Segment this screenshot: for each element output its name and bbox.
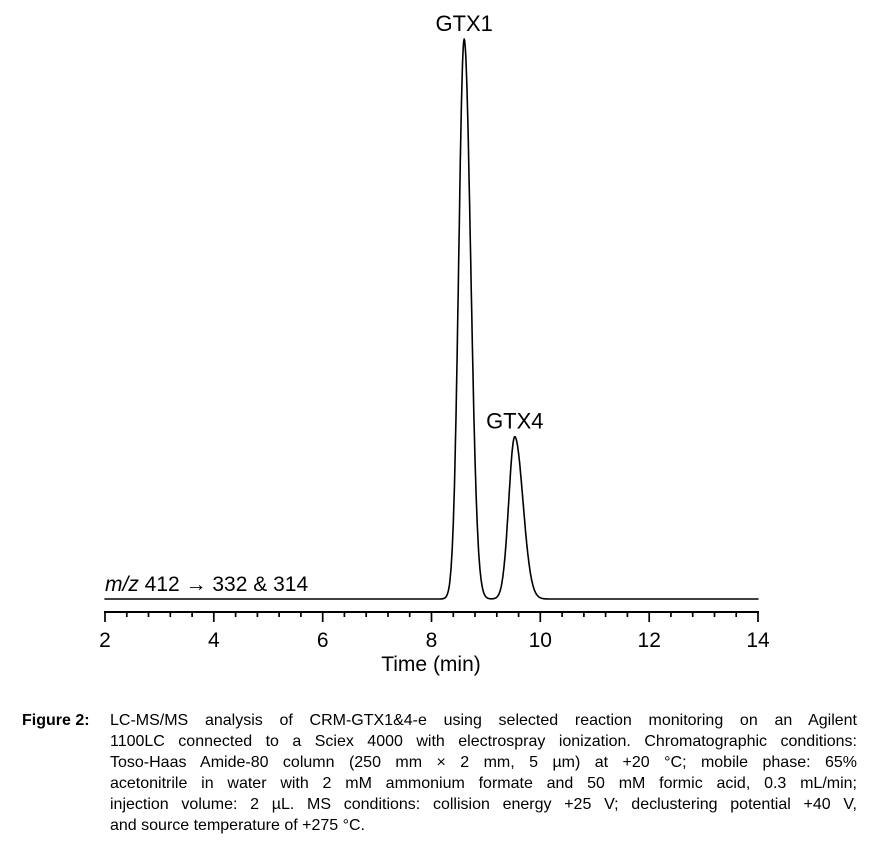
mz-annotation-italic: m/z (105, 573, 139, 596)
caption-line: LC-MS/MS analysis of CRM-GTX1&4-e using … (110, 712, 857, 729)
caption-line: acetonitrile in water with 2 mM ammonium… (110, 775, 857, 792)
figure-caption: Figure 2: LC-MS/MS analysis of CRM-GTX1&… (22, 710, 857, 836)
x-axis-title: Time (min) (381, 653, 481, 676)
peak-label: GTX1 (435, 11, 492, 36)
x-tick-label: 14 (746, 629, 770, 652)
x-tick-label: 4 (208, 629, 220, 652)
mz-annotation-rest: 412 → 332 & 314 (139, 573, 309, 596)
x-tick-label: 12 (638, 629, 661, 652)
caption-line: and source temperature of +275 °C. (110, 817, 365, 834)
caption-line: 1100LC connected to a Sciex 4000 with el… (110, 733, 857, 750)
figure-caption-text: LC-MS/MS analysis of CRM-GTX1&4-e using … (110, 710, 857, 836)
peak-label: GTX4 (486, 409, 543, 434)
caption-line: injection volume: 2 µL. MS conditions: c… (110, 796, 857, 813)
chromatogram-trace (104, 38, 759, 600)
chromatogram-svg: GTX4 GTX1 14 12 10 8 6 4 2 m/z 412 → 332 & 314 T… (99, 11, 770, 676)
x-tick-label: 10 (529, 629, 552, 652)
caption-line: Toso-Haas Amide-80 column (250 mm × 2 mm… (110, 754, 857, 771)
x-tick-label: 2 (99, 629, 111, 652)
mz-annotation: m/z 412 → 332 & 314 (105, 573, 308, 596)
x-tick-label: 8 (426, 629, 438, 652)
figure-caption-label: Figure 2: (22, 712, 90, 729)
chromatogram-chart: GTX4 GTX1 14 12 10 8 6 4 2 m/z 412 → 332 & 314 T… (99, 11, 770, 676)
x-tick-label: 6 (317, 629, 329, 652)
